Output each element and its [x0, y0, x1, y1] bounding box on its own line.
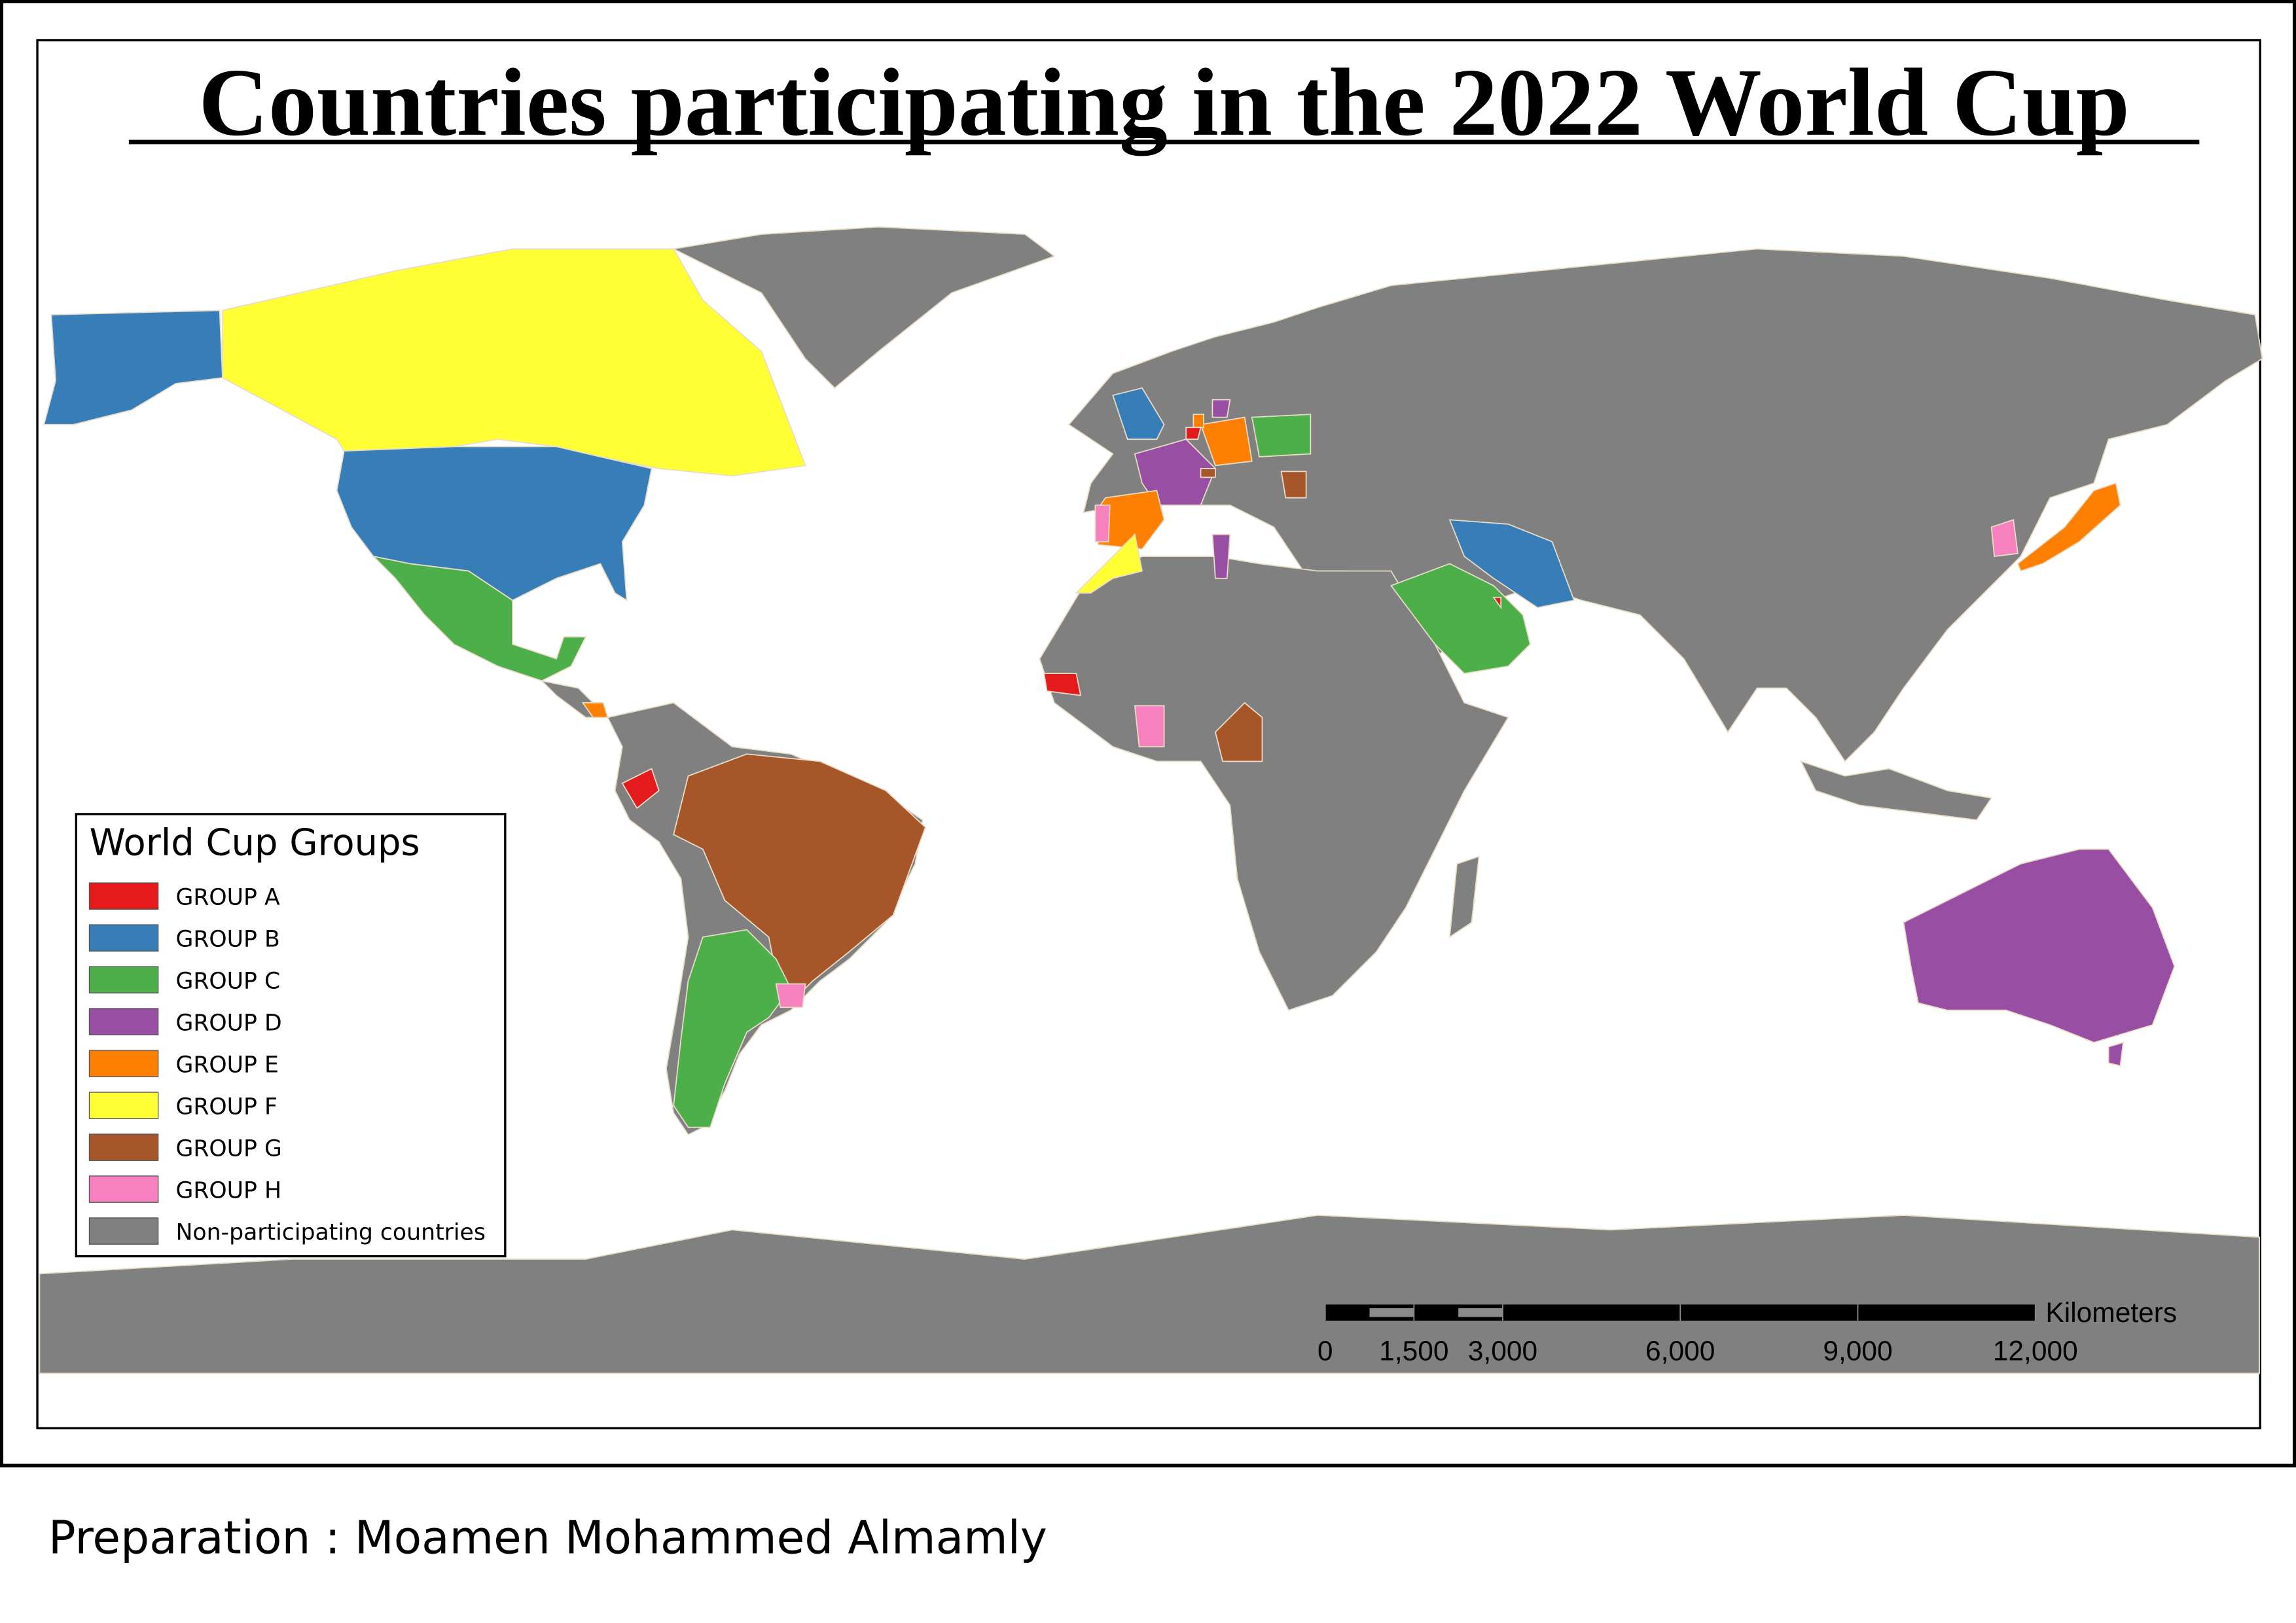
country: [1492, 596, 1502, 610]
country: [1211, 533, 1231, 579]
scale-unit: Kilometers: [2045, 1298, 2177, 1329]
legend-label: Non-participating countries: [175, 1220, 485, 1246]
legend-label: GROUP H: [175, 1178, 281, 1204]
legend-label: GROUP A: [175, 885, 279, 911]
country: [775, 983, 806, 1008]
legend-label: GROUP D: [175, 1010, 281, 1037]
scale-bar-segment: [1369, 1308, 1414, 1317]
country: [1075, 533, 1143, 594]
country: [1193, 414, 1204, 429]
country: [581, 702, 609, 719]
land-mass: [1800, 760, 1993, 821]
country: [2017, 482, 2121, 572]
country: [222, 248, 806, 477]
country: [2108, 1041, 2125, 1067]
legend-swatch: [88, 1050, 159, 1077]
country: [1390, 563, 1531, 675]
country: [1112, 387, 1165, 440]
country: [621, 768, 660, 810]
country: [1200, 468, 1216, 478]
legend-label: GROUP C: [175, 969, 280, 995]
country: [1214, 702, 1263, 762]
country: [1903, 848, 2176, 1043]
legend-swatch: [88, 966, 159, 993]
legend-swatch: [88, 924, 159, 952]
scale-label: 9,000: [1823, 1336, 1892, 1366]
country: [1280, 471, 1307, 499]
legend-label: GROUP B: [175, 927, 279, 953]
legend-swatch: [88, 1175, 159, 1203]
legend-swatch: [88, 1092, 159, 1119]
legend: World Cup Groups GROUP A GROUP B GROUP C GR…: [75, 813, 507, 1258]
country: [1094, 504, 1111, 543]
country: [1448, 519, 1575, 609]
country: [1043, 673, 1082, 696]
scale-bar: 0 1,500 3,000 6,000 9,000 12,000 Kilometers: [1318, 1298, 2177, 1366]
scale-label: 6,000: [1645, 1336, 1715, 1366]
legend-label: GROUP E: [175, 1052, 278, 1079]
legend-swatch: [88, 882, 159, 910]
country: [1185, 427, 1202, 440]
scale-label: 12,000: [1993, 1336, 2078, 1366]
country: [336, 446, 653, 601]
country: [371, 555, 587, 682]
scale-label: 3,000: [1468, 1336, 1537, 1366]
country: [1251, 414, 1312, 457]
legend-label: GROUP F: [175, 1094, 277, 1120]
legend-swatch: [88, 1133, 159, 1161]
country: [1134, 705, 1165, 747]
country: [1990, 519, 2018, 558]
legend-swatch: [88, 1217, 159, 1245]
legend-swatch: [88, 1008, 159, 1035]
scale-bar-segment: [1458, 1308, 1503, 1317]
land-mass: [1448, 855, 1480, 938]
land: [39, 226, 2263, 1374]
land-mass: [672, 226, 1056, 389]
country: [1200, 416, 1253, 467]
scale-label: 1,500: [1379, 1336, 1448, 1366]
country: [673, 753, 926, 997]
scale-label: 0: [1318, 1336, 1333, 1366]
legend-title: World Cup Groups: [89, 822, 420, 865]
map-title: Countries participating in the 2022 Worl…: [198, 48, 2129, 156]
country: [43, 310, 223, 425]
country: [1211, 399, 1231, 418]
footer-credit: Preparation : Moamen Mohammed Almamly: [48, 1512, 1047, 1565]
land-mass: [1039, 556, 1509, 1011]
land-mass: [39, 1215, 2260, 1374]
legend-label: GROUP G: [175, 1136, 281, 1162]
country: [673, 929, 792, 1128]
